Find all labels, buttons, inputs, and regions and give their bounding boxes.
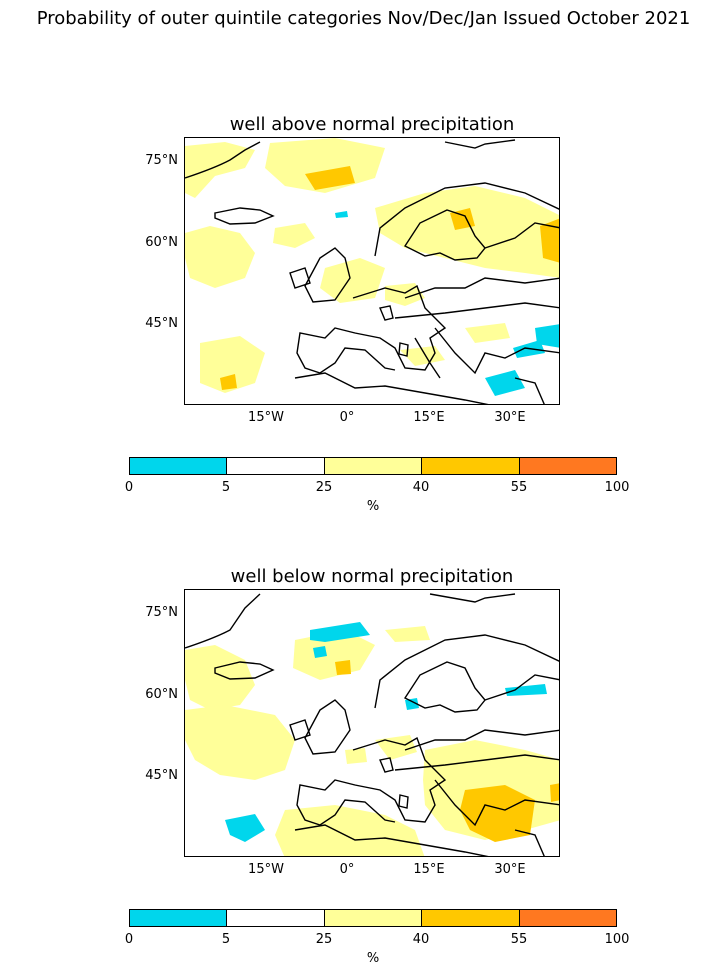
colorbar-tick: 0 xyxy=(124,480,134,495)
colorbar-tick: 40 xyxy=(412,480,430,495)
colorbar-tick: 25 xyxy=(315,932,333,947)
colorbar-tick: 25 xyxy=(315,480,333,495)
lat-label-60n: 60°N xyxy=(145,235,178,250)
colorbar-above xyxy=(129,457,617,475)
colorbar-tick: 5 xyxy=(221,932,231,947)
colorbar-seg-55-100 xyxy=(519,458,617,474)
lon-label-15w: 15°W xyxy=(248,862,284,877)
colorbar-seg-5-25 xyxy=(227,910,325,926)
lon-label-0: 0° xyxy=(339,410,355,425)
panel-title-below: well below normal precipitation xyxy=(230,566,514,587)
lon-label-30e: 30°E xyxy=(494,410,526,425)
colorbar-seg-40-55 xyxy=(422,458,520,474)
colorbar-tick: 55 xyxy=(510,932,528,947)
lon-label-15w: 15°W xyxy=(248,410,284,425)
map-above-svg xyxy=(185,138,559,404)
colorbar-seg-5-25 xyxy=(227,458,325,474)
colorbar-below xyxy=(129,909,617,927)
panel-title-above: well above normal precipitation xyxy=(229,114,515,135)
map-below-svg xyxy=(185,593,559,856)
lat-label-75n: 75°N xyxy=(145,605,178,620)
map-below xyxy=(184,589,560,857)
lat-label-45n: 45°N xyxy=(145,316,178,331)
lon-label-30e: 30°E xyxy=(494,862,526,877)
colorbar-tick: 40 xyxy=(412,932,430,947)
colorbar-seg-0-5 xyxy=(130,910,228,926)
coastlines-above xyxy=(185,139,559,404)
lon-label-0: 0° xyxy=(339,862,355,877)
colorbar-unit: % xyxy=(366,499,380,514)
coastlines-below xyxy=(185,593,559,856)
colorbar-seg-25-40 xyxy=(324,910,423,926)
map-above xyxy=(184,137,560,405)
colorbar-seg-55-100 xyxy=(519,910,617,926)
colorbar-tick: 100 xyxy=(604,480,630,495)
colorbar-tick: 0 xyxy=(124,932,134,947)
colorbar-seg-0-5 xyxy=(130,458,228,474)
colorbar-tick: 100 xyxy=(604,932,630,947)
colorbar-seg-40-55 xyxy=(422,910,520,926)
colorbar-tick: 55 xyxy=(510,480,528,495)
colorbar-tick: 5 xyxy=(221,480,231,495)
colorbar-seg-25-40 xyxy=(324,458,423,474)
colorbar-unit: % xyxy=(366,951,380,966)
lat-label-60n: 60°N xyxy=(145,687,178,702)
figure-title: Probability of outer quintile categories… xyxy=(36,8,691,29)
lat-label-45n: 45°N xyxy=(145,768,178,783)
lon-label-15e: 15°E xyxy=(413,410,445,425)
shading-below xyxy=(185,622,559,856)
lat-label-75n: 75°N xyxy=(145,153,178,168)
lon-label-15e: 15°E xyxy=(413,862,445,877)
